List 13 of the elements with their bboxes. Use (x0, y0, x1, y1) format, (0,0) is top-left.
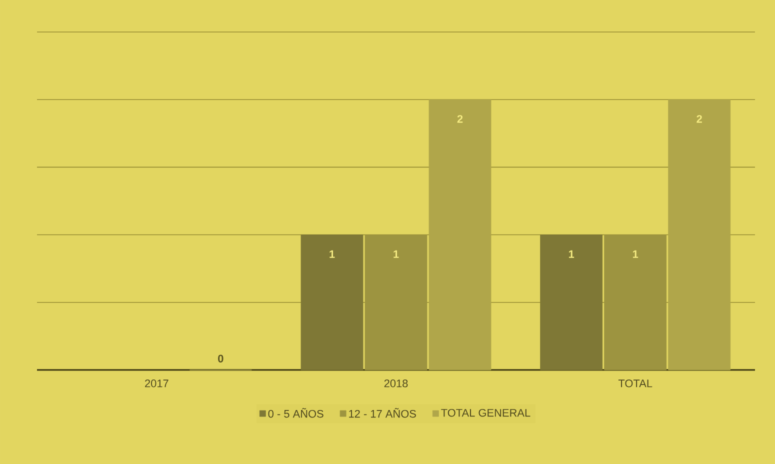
x-tick-label: TOTAL (618, 380, 652, 388)
data-label: 1 (394, 250, 399, 258)
legend-label: 0 - 5 AÑOS (268, 408, 324, 418)
x-tick-label: 2018 (384, 380, 408, 388)
data-label: 0 (218, 354, 224, 362)
x-tick-label: 2017 (145, 380, 168, 388)
legend-label: 12 - 17 AÑOS (349, 408, 416, 418)
legend-label: TOTAL GENERAL (441, 408, 530, 417)
data-label: 1 (330, 250, 335, 258)
data-label: 2 (696, 115, 702, 123)
data-label: 1 (632, 250, 638, 258)
data-label: 1 (568, 250, 574, 258)
data-label: 2 (457, 115, 463, 123)
